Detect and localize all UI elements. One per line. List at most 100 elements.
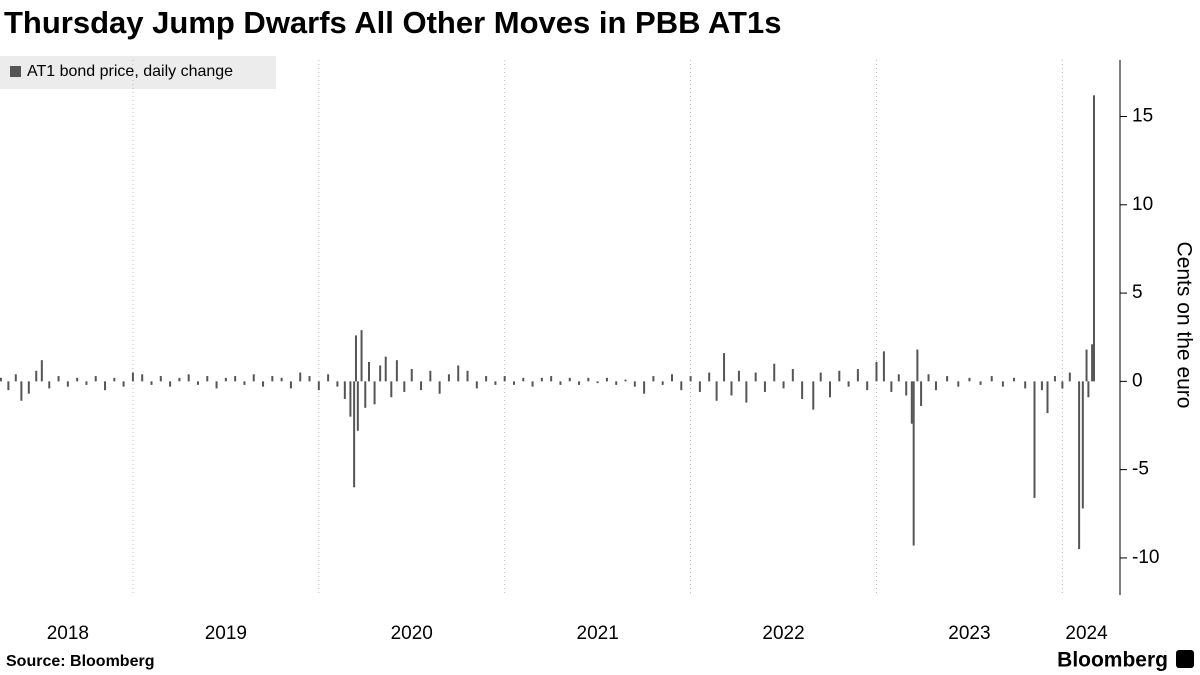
- bar: [531, 381, 534, 387]
- bar: [1061, 381, 1064, 389]
- bar: [353, 381, 356, 488]
- bar: [1040, 381, 1043, 391]
- bar: [384, 356, 387, 382]
- bar: [364, 381, 367, 408]
- bar: [916, 349, 919, 382]
- bar: [317, 381, 320, 391]
- bar: [178, 377, 181, 382]
- bar: [791, 368, 794, 382]
- bar: [104, 381, 107, 391]
- bar: [457, 365, 460, 382]
- x-tick-label: 2018: [47, 623, 89, 644]
- bar: [395, 360, 398, 382]
- bar: [466, 370, 469, 382]
- bar: [1013, 377, 1016, 382]
- bar: [661, 381, 664, 385]
- bar: [920, 381, 923, 407]
- bar: [1046, 381, 1049, 414]
- bar: [990, 376, 993, 382]
- bar: [48, 381, 51, 389]
- bar: [912, 381, 915, 546]
- bar: [354, 335, 357, 382]
- chart-title: Thursday Jump Dwarfs All Other Moves in …: [4, 5, 781, 40]
- bar: [349, 381, 352, 417]
- y-tick-label: 10: [1132, 194, 1153, 215]
- bar: [708, 372, 711, 382]
- bar: [715, 381, 718, 401]
- bar: [360, 330, 363, 382]
- bar: [94, 376, 97, 382]
- brand-icon: [1176, 650, 1194, 668]
- bar: [745, 381, 748, 403]
- bar: [40, 360, 43, 382]
- bar: [680, 381, 683, 391]
- bar: [299, 372, 302, 382]
- bar: [838, 370, 841, 382]
- bar: [957, 381, 960, 387]
- bar: [905, 381, 908, 396]
- bar: [429, 370, 432, 382]
- bar: [447, 374, 450, 382]
- bar: [1033, 381, 1036, 498]
- legend-label: AT1 bond price, daily change: [27, 63, 233, 80]
- bar: [196, 381, 199, 385]
- bar: [763, 381, 766, 392]
- bar: [754, 372, 757, 382]
- bar: [327, 374, 330, 382]
- bar: [485, 376, 488, 382]
- bar: [934, 381, 937, 391]
- bar: [1001, 381, 1004, 387]
- bar: [379, 365, 382, 382]
- bar: [550, 376, 553, 382]
- bar: [1068, 372, 1071, 382]
- bar: [882, 351, 885, 382]
- bar: [420, 381, 423, 391]
- bar: [968, 377, 971, 382]
- bar: [0, 377, 2, 382]
- bar: [243, 381, 246, 385]
- bar: [946, 376, 949, 382]
- bar: [262, 381, 265, 387]
- bar: [122, 381, 125, 387]
- bar: [522, 377, 525, 382]
- x-tick-label: 2022: [762, 623, 804, 644]
- bar: [1024, 381, 1027, 389]
- bar: [615, 381, 618, 385]
- bar: [897, 374, 900, 382]
- bar: [773, 363, 776, 382]
- bar: [27, 381, 30, 394]
- bar: [336, 381, 339, 387]
- bar: [512, 381, 515, 385]
- bar: [85, 381, 88, 385]
- bar: [373, 381, 376, 405]
- bar: [1091, 344, 1094, 382]
- bar: [252, 374, 255, 382]
- y-tick-label: -5: [1132, 459, 1149, 480]
- bar: [782, 381, 785, 389]
- bar: [605, 377, 608, 382]
- bar: [410, 368, 413, 382]
- bar: [801, 381, 804, 400]
- bar: [141, 374, 144, 382]
- bar: [150, 381, 153, 385]
- bar: [812, 381, 815, 410]
- brand: Bloomberg: [1057, 649, 1168, 672]
- bar: [403, 381, 406, 392]
- bar: [643, 381, 646, 394]
- bar: [819, 372, 822, 382]
- bar: [503, 376, 506, 382]
- bar: [494, 381, 497, 385]
- bar: [587, 377, 590, 382]
- bar: [624, 379, 627, 382]
- bar: [723, 353, 726, 382]
- bar: [438, 381, 441, 394]
- bar: [35, 370, 38, 382]
- bar: [698, 381, 701, 392]
- legend-swatch: [10, 66, 21, 77]
- bar: [596, 381, 599, 384]
- bar: [234, 376, 237, 382]
- y-tick-label: 5: [1132, 282, 1143, 303]
- bar: [578, 381, 581, 385]
- bar: [875, 361, 878, 382]
- bar: [1078, 381, 1081, 550]
